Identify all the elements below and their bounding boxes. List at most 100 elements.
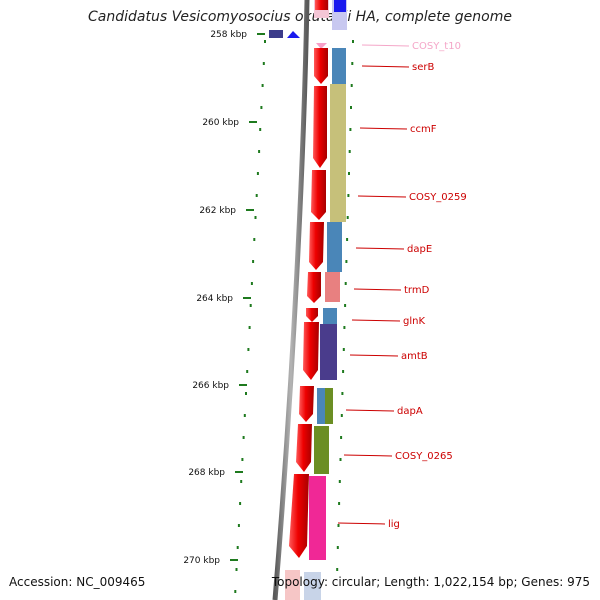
- tick-dot: [259, 128, 262, 131]
- ruler-label: 264 kbp: [196, 294, 233, 304]
- tick-dot: [340, 436, 343, 439]
- tick-dot: [236, 546, 239, 549]
- ruler-label: 266 kbp: [192, 381, 229, 391]
- cds-arrow: [289, 474, 309, 558]
- tick-dot: [344, 304, 347, 307]
- gene-label: serB: [412, 62, 434, 73]
- gene-leader-line: [343, 454, 393, 457]
- genome-summary-text: Topology: circular; Length: 1,022,154 bp…: [271, 575, 590, 589]
- ruler-label: 270 kbp: [183, 556, 220, 566]
- tick-dot: [343, 326, 346, 329]
- gene-leader-line: [357, 195, 407, 198]
- category-block: [317, 388, 326, 424]
- map-title: Candidatus Vesicomyosocius okutanii HA, …: [88, 9, 512, 25]
- tick-dot: [258, 150, 261, 153]
- tick-dot: [241, 458, 244, 461]
- tick-dot: [350, 84, 353, 87]
- tick-dot: [338, 480, 341, 483]
- gene-label: ccmF: [410, 124, 437, 135]
- feature-arrow: [316, 43, 327, 49]
- cds-arrow: [315, 0, 328, 10]
- gene-leader-line: [337, 522, 386, 525]
- tick-dot: [254, 216, 257, 219]
- tick-dot: [348, 172, 350, 175]
- tick-dot: [348, 150, 351, 153]
- feature-block: [269, 30, 283, 38]
- cds-arrow: [314, 48, 328, 84]
- tick-dot: [239, 502, 242, 505]
- gene-leader-line: [361, 44, 410, 47]
- category-track: [304, 48, 346, 600]
- category-block: [320, 324, 337, 380]
- tick-dot: [262, 62, 265, 65]
- gene-label: glnK: [403, 316, 425, 327]
- tick-dot: [342, 348, 345, 351]
- tick-dot: [336, 568, 339, 571]
- cds-arrow: [313, 86, 327, 168]
- category-block: [309, 476, 326, 560]
- tick-dot: [237, 524, 240, 527]
- ruler-label: 258 kbp: [210, 30, 247, 40]
- tick-dot: [344, 282, 347, 285]
- ruler-label: 262 kbp: [199, 206, 236, 216]
- gene-leader-line: [351, 319, 401, 322]
- category-block: [332, 48, 346, 84]
- tick-dot: [338, 502, 341, 505]
- feature-arrow: [287, 31, 300, 38]
- gene-labels: COSY_t10 serB ccmF COSY_0259 dapE trmD glnK amt…: [337, 41, 467, 530]
- tick-dot: [256, 172, 259, 175]
- tick-dot: [349, 128, 352, 131]
- category-block: [323, 308, 337, 324]
- gene-label: amtB: [401, 351, 428, 362]
- ruler-label: 260 kbp: [202, 118, 239, 128]
- cds-arrow: [311, 170, 326, 220]
- category-block: [325, 388, 333, 424]
- cds-arrow: [309, 222, 324, 270]
- tick-dot: [352, 40, 354, 43]
- tick-dot: [346, 216, 349, 219]
- cds-arrow: [307, 272, 321, 303]
- tick-dot: [339, 458, 342, 461]
- gene-label: COSY_0259: [409, 192, 467, 203]
- tick-dot: [261, 84, 264, 87]
- cds-arrow: [303, 322, 319, 380]
- tick-dot: [342, 370, 345, 373]
- gene-leader-line: [353, 288, 402, 291]
- category-block: [304, 572, 321, 600]
- gene-leader-line: [361, 65, 410, 68]
- tick-dot: [246, 370, 249, 373]
- tick-dot: [253, 238, 256, 241]
- gene-leader-line: [359, 127, 408, 130]
- tick-dot: [337, 524, 340, 527]
- tick-dot: [336, 546, 339, 549]
- accession-text: Accession: NC_009465: [9, 575, 146, 589]
- gene-leader-line: [349, 354, 399, 357]
- gene-label: trmD: [404, 285, 430, 296]
- tick-dot: [264, 40, 266, 43]
- tick-dot: [351, 62, 354, 65]
- tick-dot: [340, 414, 343, 417]
- feature-block: [334, 0, 346, 12]
- tick-dot: [350, 106, 352, 109]
- tick-dot: [240, 480, 243, 483]
- genome-backbone: [272, 0, 310, 600]
- category-block: [314, 426, 329, 474]
- tick-dot: [347, 194, 350, 197]
- cds-arrow: [306, 308, 318, 322]
- tick-dot: [248, 326, 251, 329]
- tick-dot: [245, 392, 247, 395]
- ruler-label: 268 kbp: [188, 468, 225, 478]
- gene-label: COSY_t10: [412, 41, 461, 52]
- gene-label: dapA: [397, 406, 423, 417]
- cds-arrow: [296, 424, 312, 472]
- tick-dot: [252, 260, 255, 263]
- tick-dot: [345, 260, 348, 263]
- tick-dot: [235, 568, 238, 571]
- tick-dot: [255, 194, 258, 197]
- cds-arrow: [299, 386, 314, 422]
- tick-dot: [247, 348, 250, 351]
- tick-dot: [250, 282, 253, 285]
- gene-leader-line: [345, 409, 395, 412]
- cds-track: [285, 0, 328, 600]
